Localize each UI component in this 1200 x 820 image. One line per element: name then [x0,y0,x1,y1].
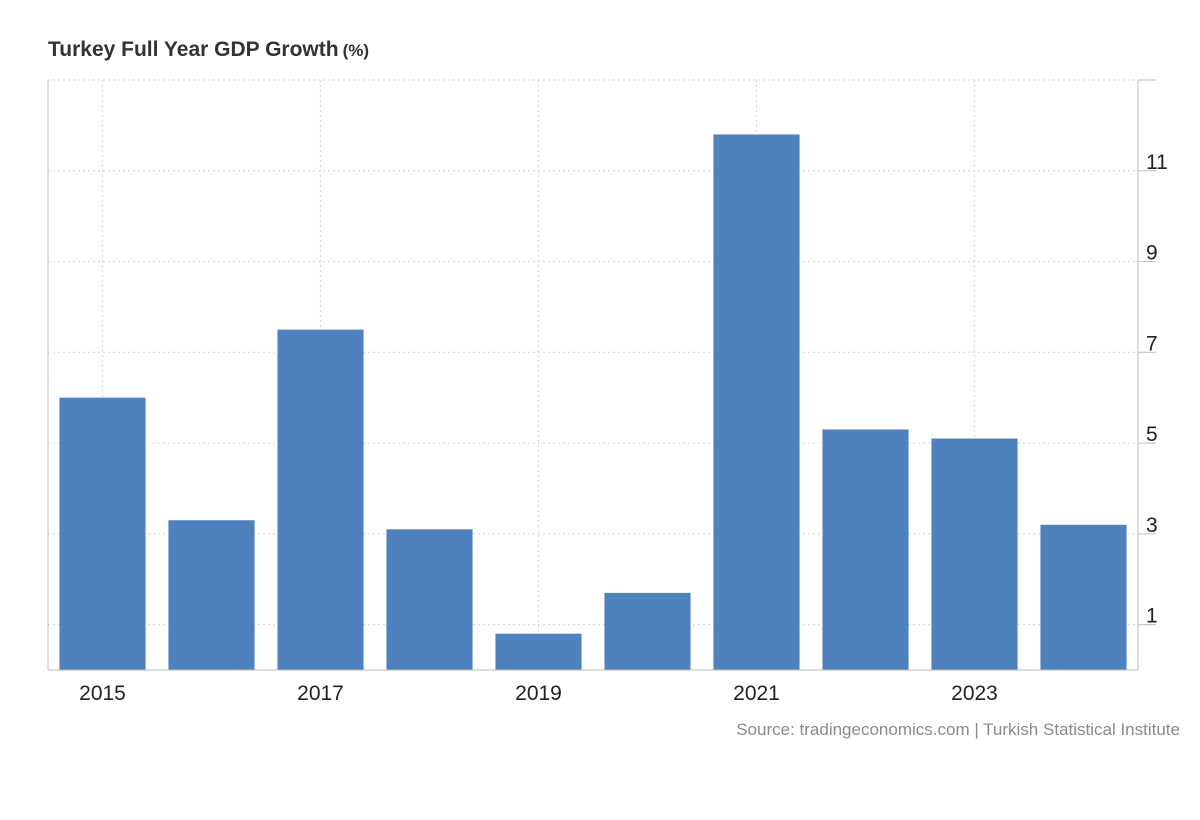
y-tick-label: 11 [1146,151,1168,174]
source-note: Source: tradingeconomics.com | Turkish S… [736,720,1180,739]
bar-2019 [495,633,582,670]
chart-unit: (%) [342,41,370,60]
bar-2021 [713,134,800,670]
x-tick-label: 2019 [515,682,562,705]
bar-2022 [822,429,909,670]
bar-2024 [1040,524,1127,670]
bar-2016 [168,520,255,670]
x-tick-labels: 2015 2017 2019 2021 2023 [79,682,998,705]
axes [47,79,1156,671]
chart-title-text: Turkey Full Year GDP Growth [48,38,339,61]
y-tick-label: 7 [1146,332,1158,355]
y-tick-label: 5 [1146,423,1158,446]
y-tick-label: 9 [1146,242,1158,265]
bar-2020 [604,592,691,670]
x-tick-label: 2017 [297,682,344,705]
bars [59,134,1127,670]
bar-2018 [386,529,473,670]
y-tick-label: 1 [1146,605,1158,628]
y-tick-labels: 1 3 5 7 9 11 [1146,151,1168,628]
bar-2015 [59,397,146,670]
x-tick-label: 2023 [951,682,998,705]
chart-title: Turkey Full Year GDP Growth (%) [48,38,369,62]
bar-2023 [931,438,1018,670]
x-tick-label: 2015 [79,682,126,705]
x-tick-label: 2021 [733,682,780,705]
bar-2017 [277,329,364,670]
y-tick-label: 3 [1146,514,1158,537]
